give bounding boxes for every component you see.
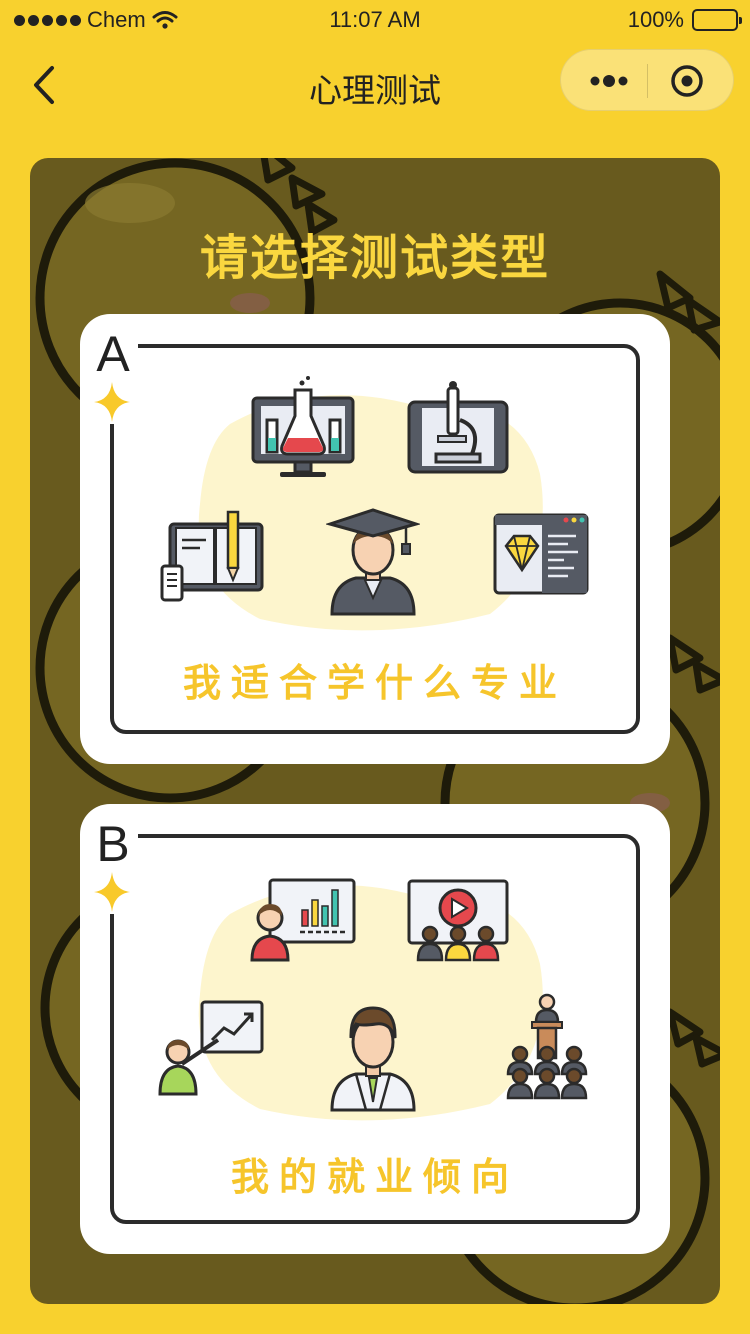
status-left: Chem (14, 7, 178, 33)
presenter-chart-icon (250, 878, 356, 962)
test-card-major[interactable]: A (80, 314, 670, 764)
graduate-student-icon (326, 508, 420, 616)
businessman-icon (330, 1006, 416, 1112)
card-frame (110, 344, 640, 734)
battery-percent: 100% (627, 7, 684, 32)
test-type-heading: 请选择测试类型 (199, 230, 550, 286)
main-panel: 请选择测试类型 A (30, 158, 720, 1304)
status-right: 100% (627, 7, 742, 33)
signal-dots-icon (14, 14, 81, 26)
target-circle-icon[interactable] (669, 63, 705, 99)
mini-program-capsule (560, 49, 734, 111)
chevron-left-icon[interactable] (26, 62, 66, 108)
sparkle-icon (92, 380, 132, 424)
card-label: 我的就业倾向 (230, 1155, 519, 1199)
more-dots-icon[interactable] (589, 70, 629, 92)
capsule-divider (647, 64, 648, 98)
carrier-name: Chem (87, 7, 146, 32)
test-card-career[interactable]: B (80, 804, 670, 1254)
pointer-growth-chart-icon (158, 1000, 264, 1096)
notebook-pencil-icon (160, 510, 264, 602)
video-audience-icon (407, 879, 509, 962)
card-letter: A (88, 324, 138, 384)
card-letter: B (88, 814, 138, 874)
microscope-tablet-icon (407, 381, 509, 474)
diamond-code-window-icon (493, 513, 589, 595)
sparkle-icon (92, 870, 132, 914)
card-frame (110, 834, 640, 1224)
page-title: 心理测试 (309, 71, 441, 110)
wifi-icon (152, 11, 178, 29)
speaker-crowd-icon (506, 993, 588, 1100)
battery-icon (692, 9, 742, 31)
status-time: 11:07 AM (329, 7, 421, 32)
status-bar: Chem 11:07 AM 100% (0, 0, 750, 40)
flask-monitor-icon (251, 376, 355, 477)
nav-bar: 心理测试 (0, 40, 750, 130)
card-label: 我适合学什么专业 (182, 661, 567, 705)
